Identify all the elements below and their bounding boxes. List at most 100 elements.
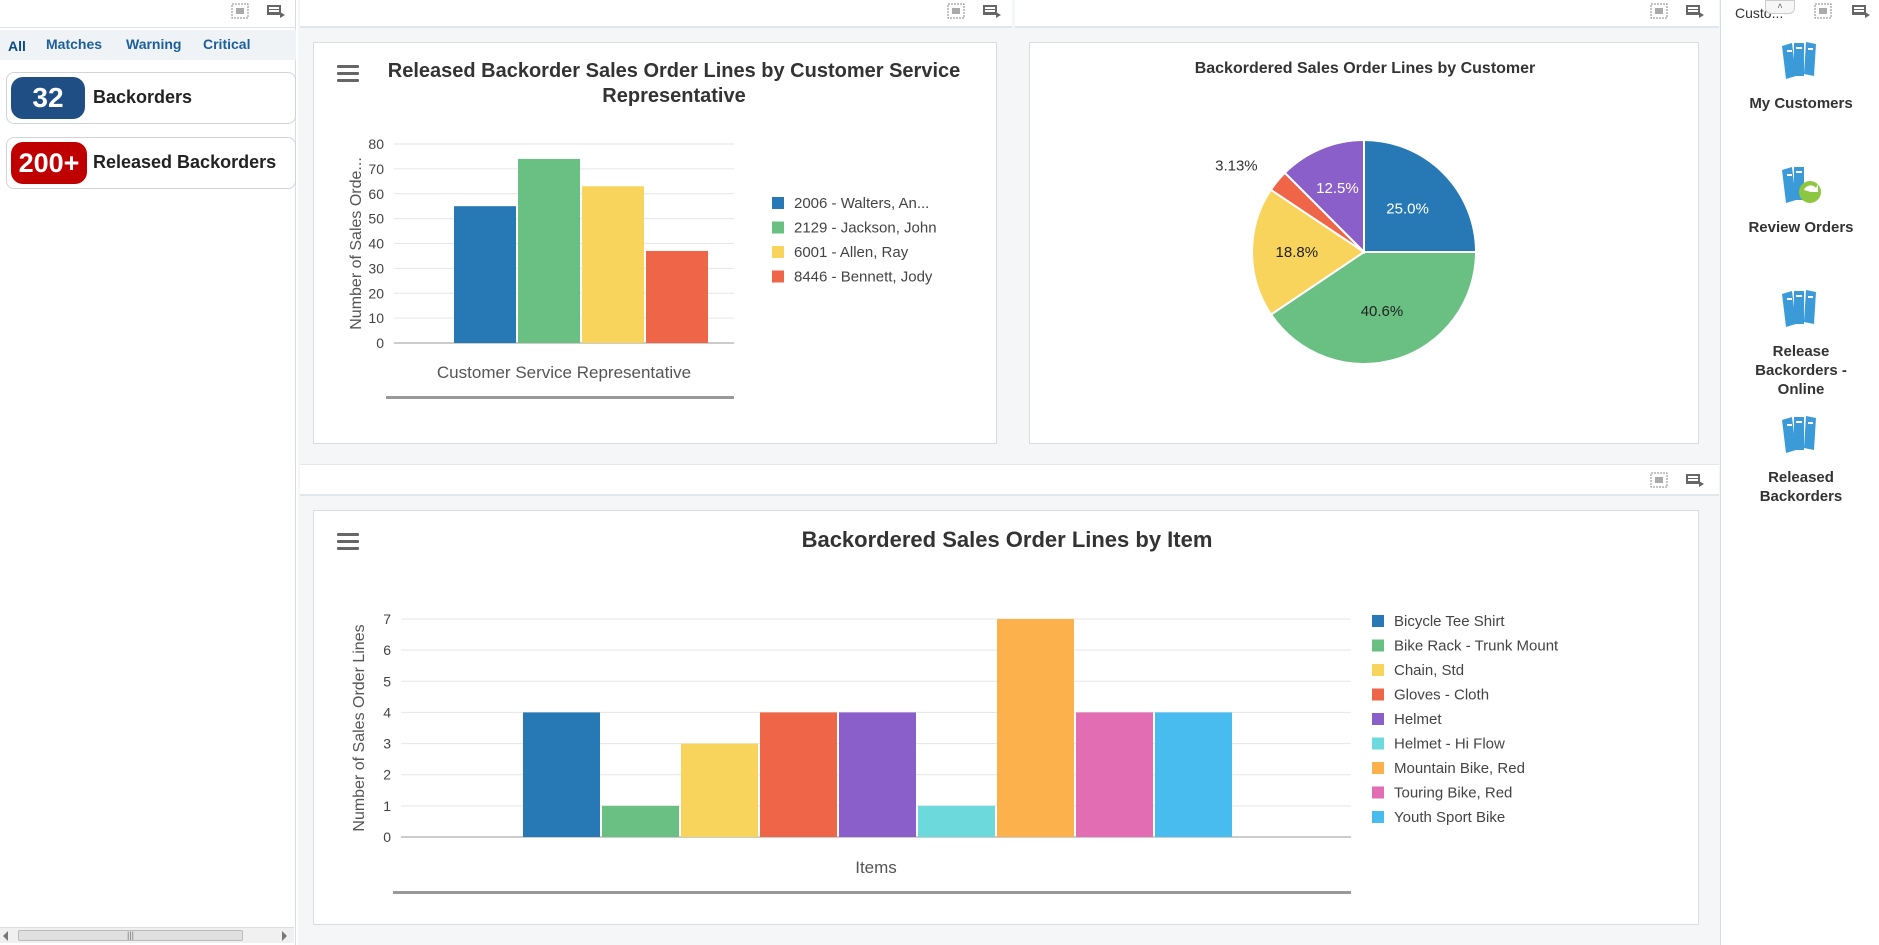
sidebar-item-release-backorders-online[interactable]: Release Backorders - Online [1721, 284, 1879, 398]
legend-swatch [772, 246, 784, 258]
scroll-left-icon[interactable] [3, 931, 8, 941]
chart-card-customer: Backordered Sales Order Lines by Custome… [1029, 42, 1699, 444]
legend-label: Touring Bike, Red [1394, 785, 1512, 802]
pie-slice [1363, 138, 1478, 254]
maximize-icon[interactable] [946, 2, 966, 20]
legend-swatch [1372, 762, 1384, 774]
legend-label: Mountain Bike, Red [1394, 760, 1525, 777]
pie-slice-label: 12.5% [1316, 180, 1359, 197]
chart-title: Backordered Sales Order Lines by Item [801, 527, 1213, 552]
legend-label: Bike Rack - Trunk Mount [1394, 638, 1559, 655]
y-tick-label: 0 [376, 335, 384, 351]
pie-slice-label: 18.8% [1276, 244, 1319, 261]
books-icon [1782, 290, 1816, 327]
bar [646, 250, 708, 343]
scroll-right-icon[interactable] [282, 931, 287, 941]
sidebar-item-label: My Customers [1749, 95, 1853, 112]
pie-slice [1251, 188, 1366, 316]
y-tick-label: 50 [368, 211, 384, 227]
chart-menu-icon[interactable] [337, 533, 359, 553]
legend-swatch [1372, 688, 1384, 701]
tab-warning[interactable]: Warning [126, 36, 182, 52]
legend-label: 2006 - Walters, An... [794, 195, 929, 212]
cs-chart-toolbar [300, 0, 1012, 28]
legend-swatch [1372, 737, 1384, 750]
left-panel: All Matches Warning Critical 32 Backorde… [0, 0, 296, 945]
export-icon[interactable] [1685, 2, 1705, 20]
pie-slice [1283, 138, 1365, 255]
chart-title: Backordered Sales Order Lines by Custome… [1194, 60, 1536, 77]
y-tick-label: 0 [383, 829, 391, 845]
right-sidebar: Custo... ˄ My Customers Review Orders Re… [1720, 0, 1879, 945]
bar [997, 619, 1074, 837]
collapse-icon[interactable]: ˄ [1765, 0, 1795, 14]
sidebar-item-label: Review Orders [1748, 219, 1854, 236]
chart-menu-icon[interactable] [337, 65, 359, 85]
legend-label: Gloves - Cloth [1394, 687, 1489, 704]
bar [523, 712, 600, 837]
legend-swatch [772, 221, 784, 234]
legend-swatch [772, 197, 784, 209]
bar [518, 158, 580, 343]
books-icon [1782, 416, 1816, 453]
filter-tabs: All Matches Warning Critical [0, 30, 296, 60]
legend-label: Bicycle Tee Shirt [1394, 613, 1505, 630]
sidebar-item-my-customers[interactable]: My Customers [1721, 36, 1879, 116]
maximize-icon[interactable] [1649, 471, 1669, 489]
bar [1076, 712, 1153, 837]
y-tick-label: 6 [383, 642, 391, 658]
alert-count-badge: 200+ [11, 142, 87, 184]
export-icon[interactable] [982, 2, 1002, 20]
legend-swatch [1372, 811, 1384, 823]
y-tick-label: 80 [368, 136, 384, 152]
scrollbar-thumb[interactable]: ||| [18, 930, 243, 941]
y-tick-label: 4 [383, 704, 391, 720]
bar [582, 186, 644, 343]
horizontal-scrollbar[interactable]: ||| [0, 927, 294, 943]
maximize-icon[interactable] [1813, 2, 1833, 20]
maximize-icon[interactable] [230, 2, 250, 20]
legend-swatch [1372, 615, 1384, 627]
legend-swatch [772, 270, 784, 283]
y-tick-label: 1 [383, 798, 391, 814]
maximize-icon[interactable] [1649, 2, 1669, 20]
legend-label: Helmet - Hi Flow [1394, 736, 1505, 753]
x-scroll-track [386, 396, 734, 399]
legend-label: Chain, Std [1394, 662, 1464, 679]
legend-label: 2129 - Jackson, John [794, 220, 937, 237]
y-tick-label: 7 [383, 611, 391, 627]
legend-label: 8446 - Bennett, Jody [794, 269, 933, 286]
sidebar-item-label: Release Backorders - Online [1755, 343, 1847, 398]
alert-backorders[interactable]: 32 Backorders [6, 72, 296, 124]
bar-chart-csr: 0 10 20 30 40 50 60 70 80 Customer Service Repres… [348, 136, 937, 399]
alert-count-badge: 32 [11, 77, 85, 119]
y-tick-label: 40 [368, 236, 384, 252]
left-panel-toolbar [0, 0, 296, 28]
y-tick-label: 5 [383, 673, 391, 689]
export-icon[interactable] [266, 2, 286, 20]
tab-all[interactable]: All [8, 38, 26, 54]
alert-label: Backorders [93, 87, 193, 107]
y-tick-label: 60 [368, 186, 384, 202]
x-axis-title: Items [855, 858, 897, 877]
bar [1155, 712, 1232, 837]
sidebar-item-released-backorders[interactable]: Released Backorders [1721, 410, 1879, 510]
pie-slice-label: 3.13% [1215, 157, 1258, 174]
chart-card-items: Backordered Sales Order Lines by Item 0 1… [313, 510, 1699, 925]
tab-matches[interactable]: Matches [46, 36, 103, 52]
pie-slice-label: 40.6% [1361, 303, 1404, 320]
bar [454, 206, 516, 343]
sidebar-item-label: Released Backorders [1759, 469, 1843, 505]
tab-critical[interactable]: Critical [203, 36, 251, 52]
sidebar-item-review-orders[interactable]: Review Orders [1721, 160, 1879, 240]
chart-card-csr: Released Backorder Sales Order Lines by … [313, 42, 997, 444]
bar-chart-items: 0 1 2 3 4 5 6 7 Items Number of Sales Order Lines… [351, 611, 1559, 894]
export-icon[interactable] [1685, 471, 1705, 489]
bar [760, 712, 837, 837]
alert-released-backorders[interactable]: 200+ Released Backorders [6, 137, 296, 189]
bar [602, 805, 679, 837]
y-tick-label: 70 [368, 161, 384, 177]
y-tick-label: 20 [368, 285, 384, 301]
export-icon[interactable] [1851, 2, 1871, 20]
